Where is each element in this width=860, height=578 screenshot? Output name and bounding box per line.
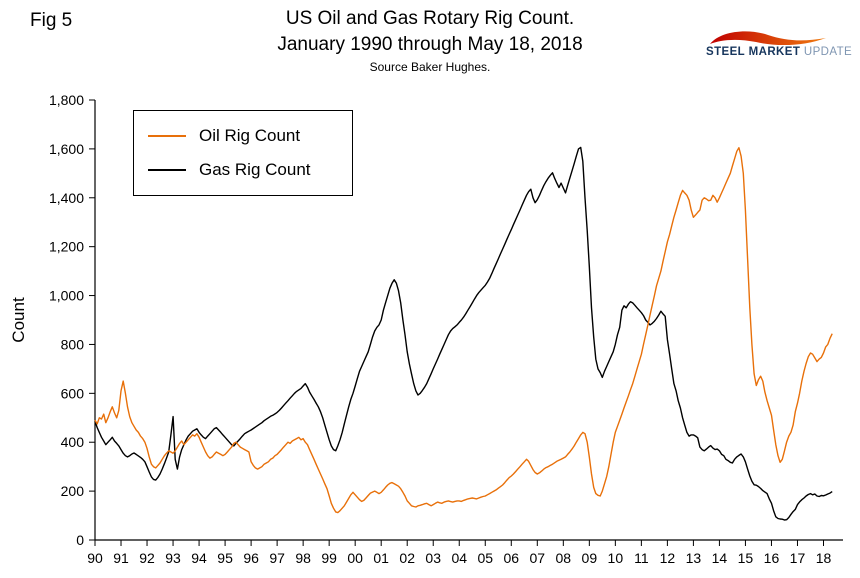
svg-text:0: 0 (76, 532, 84, 548)
svg-text:600: 600 (61, 385, 85, 401)
svg-text:05: 05 (477, 550, 493, 566)
svg-text:00: 00 (347, 550, 363, 566)
svg-text:97: 97 (269, 550, 285, 566)
legend-item-oil: Oil Rig Count (148, 119, 338, 153)
chart-title: US Oil and Gas Rotary Rig Count. (285, 8, 575, 29)
svg-text:92: 92 (139, 550, 155, 566)
legend-label-gas: Gas Rig Count (199, 160, 311, 179)
svg-text:400: 400 (61, 434, 85, 450)
logo-swoosh-icon (710, 31, 826, 46)
svg-text:800: 800 (61, 336, 85, 352)
svg-text:96: 96 (243, 550, 259, 566)
svg-text:01: 01 (373, 550, 389, 566)
figure-number: Fig 5 (30, 10, 73, 31)
legend-label-oil: Oil Rig Count (199, 126, 301, 145)
svg-text:15: 15 (738, 550, 754, 566)
legend-item-gas: Gas Rig Count (148, 153, 338, 187)
svg-text:11: 11 (634, 550, 649, 566)
logo-text: STEEL MARKET UPDATE (706, 46, 852, 58)
svg-text:17: 17 (790, 550, 806, 566)
svg-text:07: 07 (530, 550, 546, 566)
svg-text:04: 04 (451, 550, 467, 566)
svg-text:98: 98 (295, 550, 311, 566)
svg-text:Count: Count (9, 297, 28, 343)
steel-market-update-logo: STEEL MARKET UPDATE (706, 30, 852, 58)
svg-text:18: 18 (816, 550, 832, 566)
svg-text:14: 14 (712, 550, 728, 566)
svg-text:12: 12 (660, 550, 676, 566)
logo-word-update: UPDATE (803, 46, 853, 58)
gas-line-swatch-icon (148, 169, 186, 171)
svg-text:08: 08 (556, 550, 572, 566)
svg-text:13: 13 (686, 550, 702, 566)
chart-source: Source Baker Hughes. (369, 60, 491, 75)
svg-text:16: 16 (764, 550, 780, 566)
svg-text:91: 91 (113, 550, 129, 566)
svg-text:1,200: 1,200 (49, 239, 84, 255)
svg-text:1,800: 1,800 (49, 92, 84, 108)
chart-subtitle: January 1990 through May 18, 2018 (277, 33, 583, 55)
svg-text:94: 94 (191, 550, 207, 566)
logo-word-steel: STEEL (706, 46, 746, 58)
svg-text:1,600: 1,600 (49, 141, 84, 157)
svg-text:09: 09 (582, 550, 598, 566)
svg-text:90: 90 (87, 550, 103, 566)
svg-text:1,400: 1,400 (49, 190, 84, 206)
svg-text:06: 06 (503, 550, 519, 566)
oil-line-swatch-icon (148, 135, 186, 137)
svg-text:10: 10 (608, 550, 624, 566)
svg-text:02: 02 (399, 550, 415, 566)
svg-text:99: 99 (321, 550, 337, 566)
svg-text:1,000: 1,000 (49, 288, 84, 304)
svg-text:03: 03 (425, 550, 441, 566)
svg-text:95: 95 (217, 550, 233, 566)
legend: Oil Rig Count Gas Rig Count (133, 110, 353, 196)
logo-word-market: MARKET (748, 46, 801, 58)
chart-title-block: US Oil and Gas Rotary Rig Count. January… (120, 6, 740, 74)
svg-text:93: 93 (165, 550, 181, 566)
svg-text:200: 200 (61, 483, 85, 499)
